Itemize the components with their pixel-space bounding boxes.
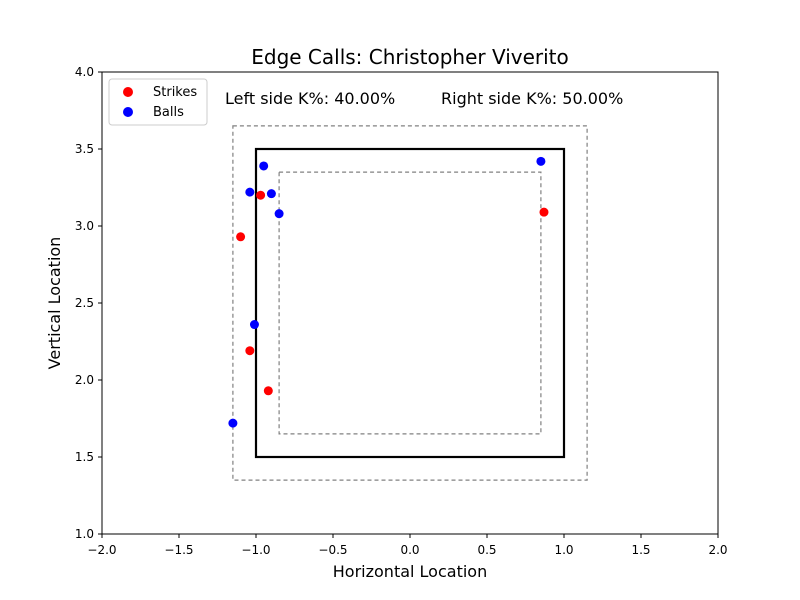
x-axis-ticks: −2.0 −1.5 −1.0 −0.5 0.0 0.5 1.0 1.5 2.0 [87,534,728,557]
legend-marker-balls [123,107,133,117]
y-tick-label: 1.5 [75,450,94,464]
y-tick-label: 2.5 [75,296,94,310]
strikes-point [539,207,549,217]
x-tick-label: −1.0 [241,543,270,557]
strikes-point [263,386,273,396]
legend-marker-strikes [123,87,133,97]
x-axis-label: Horizontal Location [333,562,487,581]
x-tick-label: 1.5 [631,543,650,557]
zones [232,125,588,481]
x-tick-label: 0.0 [400,543,419,557]
inner-zone-boundary [278,171,542,435]
chart-title: Edge Calls: Christopher Viverito [251,45,569,69]
plot-area [102,72,718,534]
x-tick-label: −0.5 [318,543,347,557]
balls-point [259,161,269,171]
x-tick-label: 2.0 [708,543,727,557]
legend-box [108,78,208,126]
data-points [228,156,549,428]
balls-point [274,209,284,219]
legend-label-balls: Balls [153,105,184,120]
y-axis-ticks: 1.0 1.5 2.0 2.5 3.0 3.5 4.0 [75,65,102,541]
right-k-annotation: Right side K%: 50.00% [441,89,623,108]
balls-point [245,187,255,197]
y-tick-label: 4.0 [75,65,94,79]
x-tick-label: −1.5 [164,543,193,557]
strikes-point [236,232,246,242]
balls-point [228,418,238,428]
x-tick-label: −2.0 [87,543,116,557]
strikes-point [245,346,255,356]
legend-label-strikes: Strikes [153,85,197,100]
balls-point [266,189,276,199]
strike-zone-boundary [254,147,566,459]
strikes-point [256,190,266,200]
y-tick-label: 3.5 [75,142,94,156]
legend: Strikes Balls [108,78,208,126]
y-tick-label: 2.0 [75,373,94,387]
x-tick-label: 1.0 [554,543,573,557]
y-tick-label: 3.0 [75,219,94,233]
x-tick-label: 0.5 [477,543,496,557]
outer-zone-boundary [232,125,588,481]
left-k-annotation: Left side K%: 40.00% [225,89,395,108]
y-axis-label: Vertical Location [45,237,64,370]
y-tick-label: 1.0 [75,527,94,541]
balls-point [249,320,259,330]
balls-point [536,156,546,166]
